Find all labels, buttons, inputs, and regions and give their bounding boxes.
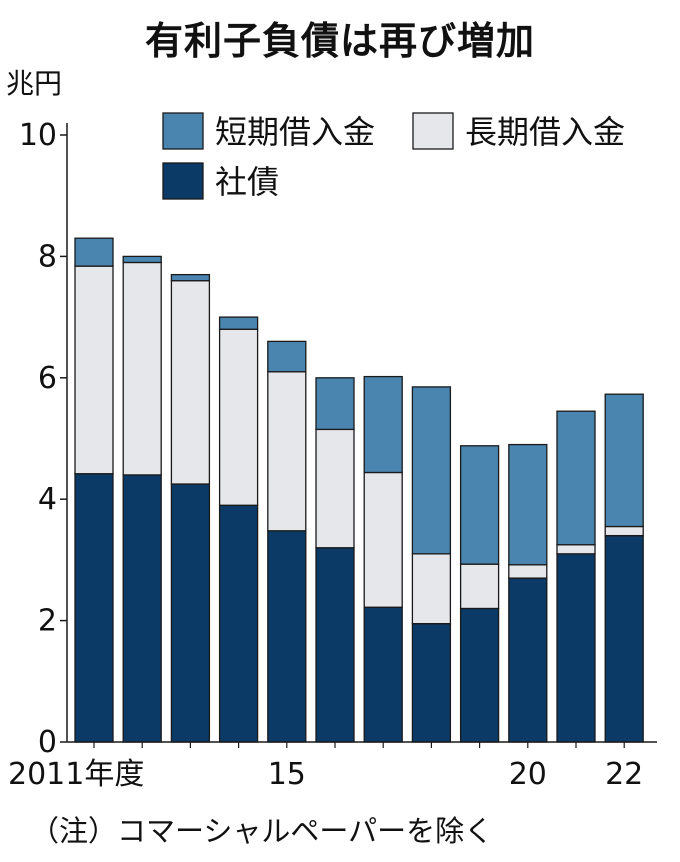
bar-2015-series-1 xyxy=(267,371,307,532)
x-tick-label-4: 15 xyxy=(268,757,306,792)
bar-2017-series-2 xyxy=(363,375,403,474)
legend-swatch-0 xyxy=(162,112,204,150)
bar-2011-series-2 xyxy=(74,237,114,267)
bar-2022-series-2 xyxy=(604,393,644,528)
y-tick-label-4: 4 xyxy=(38,482,57,517)
x-tick-label-0: 2011年度 xyxy=(8,757,144,792)
bar-2018-series-2 xyxy=(411,386,452,555)
chart-title: 有利子負債は再び増加 xyxy=(144,19,535,63)
bar-2019-series-2 xyxy=(459,445,500,565)
legend-label-1: 長期借入金 xyxy=(465,113,625,151)
bar-2011-series-0 xyxy=(74,473,114,743)
bar-2015-series-2 xyxy=(267,340,307,373)
y-tick-label-10: 10 xyxy=(19,118,57,153)
bar-2022-series-0 xyxy=(604,534,644,743)
bar-2017-series-0 xyxy=(363,606,403,743)
bar-2014-series-0 xyxy=(218,504,259,743)
y-tick-label-2: 2 xyxy=(38,604,57,639)
axes-layer: 0 2 4 6 8 10 2011年度 15 20 22 xyxy=(8,118,657,792)
bar-2017-series-1 xyxy=(363,471,403,608)
bar-2020-series-1 xyxy=(508,564,548,579)
bar-2011-series-1 xyxy=(74,265,114,475)
bar-2016-series-0 xyxy=(315,547,355,743)
legend-label-0: 短期借入金 xyxy=(215,113,375,151)
bar-2013-series-1 xyxy=(170,280,211,485)
x-tick-label-9: 20 xyxy=(509,757,547,792)
bar-2018-series-0 xyxy=(411,622,452,743)
bar-2021-series-1 xyxy=(556,544,596,555)
bar-2012-series-2 xyxy=(122,255,162,264)
bar-2022-series-1 xyxy=(604,525,644,537)
footnote: （注）コマーシャルペーパーを除く xyxy=(30,814,494,848)
bar-2020-series-0 xyxy=(508,577,548,743)
y-tick-label-6: 6 xyxy=(38,361,57,396)
y-tick-label-8: 8 xyxy=(38,239,57,274)
bars-layer xyxy=(74,237,644,743)
legend-swatch-2 xyxy=(162,162,204,200)
bar-2020-series-2 xyxy=(508,443,548,566)
legend-label-2: 社債 xyxy=(215,163,279,201)
bar-2015-series-0 xyxy=(267,530,307,743)
bar-2013-series-0 xyxy=(170,483,211,743)
bar-2012-series-1 xyxy=(122,261,162,476)
bar-2021-series-0 xyxy=(556,553,596,743)
bar-2021-series-2 xyxy=(556,410,596,546)
legend-swatch-1 xyxy=(412,112,454,150)
bar-2016-series-1 xyxy=(315,428,355,549)
bar-2019-series-0 xyxy=(459,607,500,743)
bar-2012-series-0 xyxy=(122,474,162,743)
y-tick-label-0: 0 xyxy=(38,725,57,760)
bar-2014-series-2 xyxy=(218,316,259,330)
bar-2014-series-1 xyxy=(218,328,259,506)
x-tick-label-11: 22 xyxy=(605,757,643,792)
bar-2013-series-2 xyxy=(170,273,211,282)
y-axis-unit: 兆円 xyxy=(6,67,63,100)
bar-2016-series-2 xyxy=(315,377,355,431)
bar-2018-series-1 xyxy=(411,553,452,625)
bar-2019-series-1 xyxy=(459,563,500,610)
